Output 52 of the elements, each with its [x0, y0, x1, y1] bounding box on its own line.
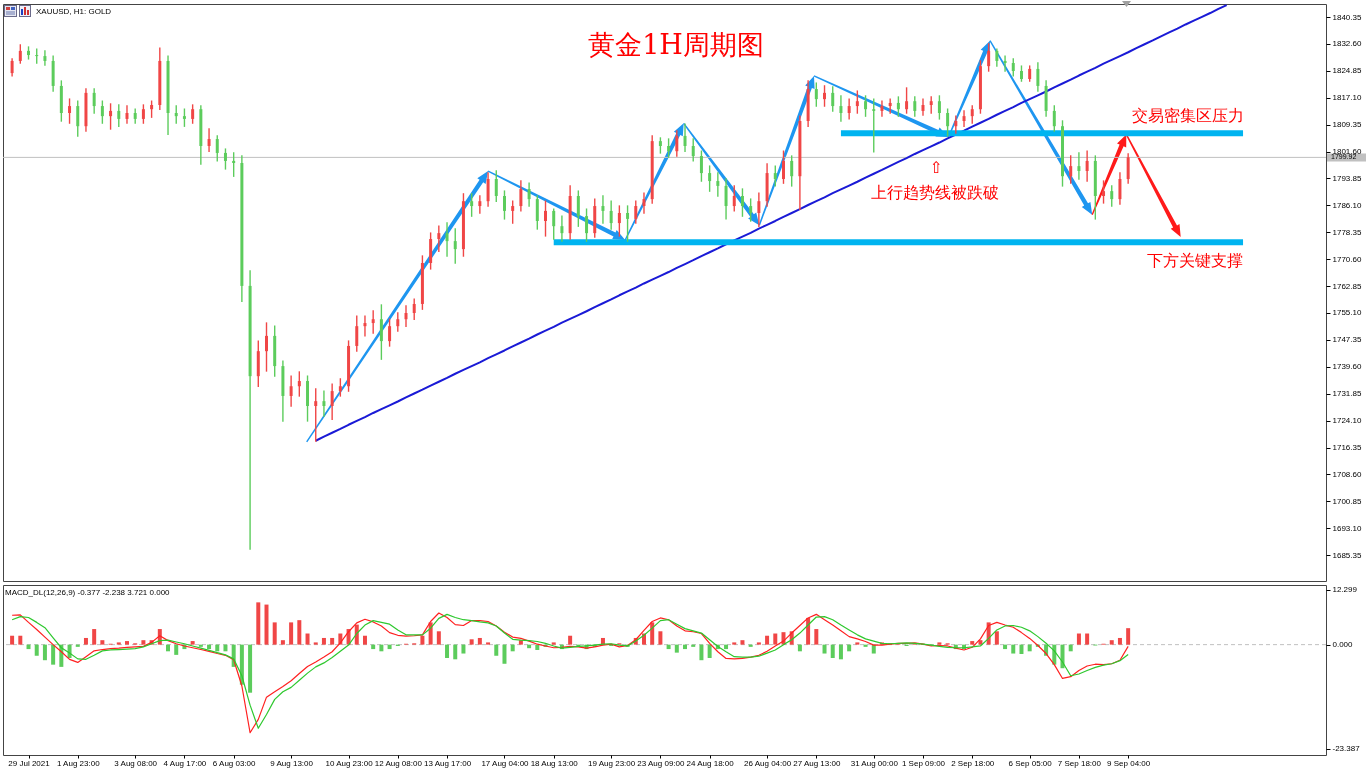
y-tick-label: 1755.10	[1332, 308, 1362, 318]
x-tick-label: 23 Aug 09:00	[637, 758, 686, 768]
x-tick-label: 27 Aug 13:00	[793, 758, 841, 768]
y-tick-label: 1840.35	[1332, 12, 1362, 22]
y-tick-label: -23.387	[1332, 744, 1361, 754]
y-tick-label: 1747.35	[1332, 335, 1362, 345]
x-tick-label: 24 Aug 18:00	[686, 758, 735, 768]
x-tick-label: 18 Aug 13:00	[530, 758, 579, 768]
y-tick-label: 1739.60	[1332, 362, 1362, 372]
annotation: 上行趋势线被跌破	[871, 183, 999, 202]
y-tick-label: 1778.35	[1332, 227, 1362, 237]
text: 黄金1H周期图	[588, 29, 764, 60]
x-tick-label: 12 Aug 08:00	[374, 758, 423, 768]
x-tick-label: 10 Aug 23:00	[325, 758, 374, 768]
x-tick-label: 2 Sep 18:00	[951, 758, 995, 768]
x-tick-label: 29 Jul 2021	[8, 758, 51, 768]
x-tick-label: 9 Sep 04:00	[1107, 758, 1151, 768]
y-tick-label: 12.299	[1332, 585, 1358, 595]
x-tick-label: 19 Aug 23:00	[588, 758, 636, 768]
x-tick-label: 31 Aug 00:00	[850, 758, 899, 768]
x-tick-label: 17 Aug 04:00	[481, 758, 530, 768]
x-tick-label: 3 Aug 08:00	[114, 758, 158, 768]
y-tick-label: 1824.85	[1332, 66, 1362, 76]
x-tick-label: 6 Sep 05:00	[1008, 758, 1053, 768]
x-tick-label: 1 Aug 23:00	[56, 758, 101, 768]
x-tick-label: 4 Aug 17:00	[163, 758, 207, 768]
annotation: 下方关键支撑	[1147, 250, 1243, 270]
x-tick-label: 1 Sep 09:00	[901, 758, 946, 768]
y-tick-label: 1716.35	[1332, 443, 1362, 453]
y-tick-label: 0.000	[1332, 640, 1354, 650]
y-tick-label: 1809.35	[1332, 120, 1362, 130]
y-tick-label: 1762.85	[1332, 281, 1362, 291]
y-tick-label: 1693.10	[1332, 523, 1362, 533]
y-tick-label: 1770.60	[1332, 254, 1362, 264]
y-tick-label: 1817.10	[1332, 93, 1362, 103]
y-tick-label: 1786.10	[1332, 200, 1362, 210]
y-tick-label: 1832.60	[1332, 39, 1362, 49]
y-tick-label: 1685.35	[1332, 550, 1362, 560]
chart-subtitle: XAUUSD, H1: GOLD	[36, 7, 112, 16]
y-tick-label: 1708.60	[1332, 469, 1362, 479]
y-tick-label: 1731.85	[1332, 389, 1362, 399]
y-tick-label: 1724.10	[1332, 416, 1362, 426]
x-tick-label: 7 Sep 18:00	[1057, 758, 1102, 768]
x-tick-label: 26 Aug 04:00	[744, 758, 792, 768]
annotation: ⇧	[929, 158, 943, 177]
annotation: 交易密集区压力	[1132, 105, 1244, 125]
chart-title: MACD_DL(12,26,9) -0.377 -2.238 3.721 0.000	[5, 588, 171, 597]
y-tick-label: 1793.85	[1332, 173, 1362, 183]
x-tick-label: 13 Aug 17:00	[423, 758, 472, 768]
x-tick-label: 9 Aug 13:00	[270, 758, 314, 768]
y-tick-label: 1700.85	[1332, 496, 1362, 506]
x-tick-label: 6 Aug 03:00	[212, 758, 257, 768]
